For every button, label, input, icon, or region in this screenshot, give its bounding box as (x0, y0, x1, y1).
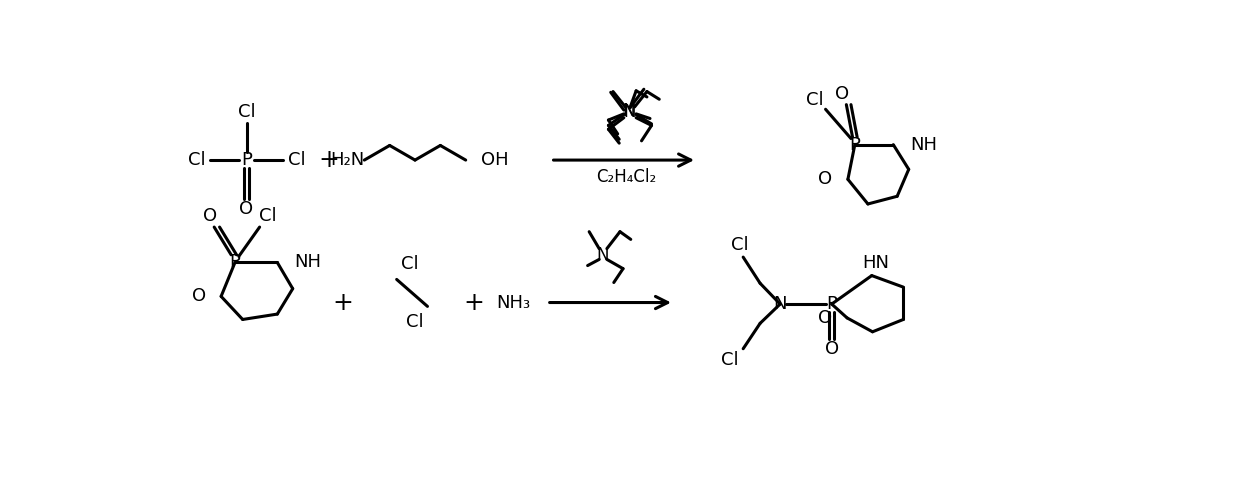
Text: Cl: Cl (721, 351, 738, 369)
Text: P: P (850, 136, 860, 154)
Text: NH₃: NH₃ (497, 294, 530, 312)
Text: P: P (826, 295, 838, 313)
Text: O: O (239, 200, 254, 218)
Text: +: + (318, 148, 339, 172)
Text: N: N (773, 295, 787, 313)
Text: +: + (332, 291, 353, 315)
Text: C₂H₄Cl₂: C₂H₄Cl₂ (596, 168, 657, 186)
Text: O: O (835, 85, 850, 103)
Text: +: + (463, 291, 484, 315)
Text: Cl: Cl (807, 91, 824, 109)
Text: O: O (819, 170, 833, 188)
Text: Cl: Cl (731, 236, 748, 254)
Text: NH: NH (911, 136, 937, 154)
Text: OH: OH (481, 151, 509, 169)
Text: O: O (203, 207, 217, 225)
Text: NH: NH (295, 254, 321, 271)
Text: Cl: Cl (406, 313, 424, 331)
Text: N: N (623, 103, 637, 121)
Text: Cl: Cl (238, 103, 255, 121)
Text: O: O (818, 309, 831, 327)
Text: N: N (597, 246, 610, 264)
Text: P: P (229, 254, 240, 271)
Text: O: O (825, 340, 839, 358)
Text: HN: HN (862, 254, 890, 272)
Text: Cl: Cl (259, 207, 276, 225)
Text: O: O (192, 287, 206, 305)
Text: H₂N: H₂N (330, 151, 364, 169)
Text: N: N (622, 102, 634, 120)
Text: Cl: Cl (187, 151, 206, 169)
Text: Cl: Cl (400, 255, 418, 273)
Text: P: P (242, 151, 252, 169)
Text: Cl: Cl (287, 151, 305, 169)
